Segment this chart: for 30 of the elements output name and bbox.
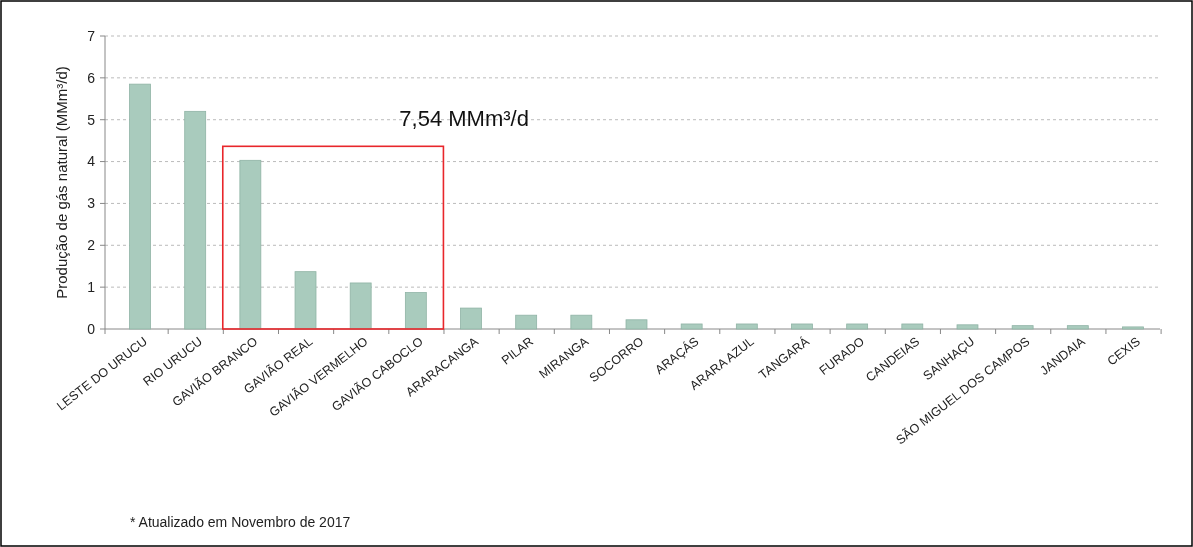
bar: [1066, 325, 1089, 330]
y-tick-label: 3: [87, 195, 96, 212]
y-tick-label: 4: [87, 153, 96, 170]
y-tick-label: 0: [87, 320, 96, 337]
y-tick-label: 2: [87, 237, 96, 254]
bar: [460, 307, 482, 330]
y-tick-label: 6: [87, 69, 96, 86]
bar: [349, 282, 372, 330]
bar: [515, 314, 538, 330]
bar: [570, 314, 593, 330]
bar: [680, 323, 703, 330]
y-axis-title: Produção de gás natural (MMm³/d): [53, 66, 70, 299]
bar: [1122, 326, 1144, 330]
bar: [404, 292, 427, 330]
y-tick-label: 1: [87, 279, 96, 296]
bar: [1011, 325, 1034, 330]
bar: [791, 323, 813, 330]
bar: [901, 323, 924, 330]
bar: [184, 110, 207, 330]
text: * Atualizado em Novembro de 2017: [130, 514, 351, 530]
y-tick-label: 7: [87, 27, 96, 44]
bar: [735, 323, 758, 330]
bar: [625, 319, 648, 330]
y-tick-label: 5: [87, 111, 96, 128]
bar: [294, 271, 317, 330]
bar: [846, 323, 869, 330]
bar: [239, 159, 262, 330]
bar: [956, 324, 979, 330]
annotation: 7,54 MMm³/d: [399, 106, 529, 132]
bar: [129, 83, 151, 330]
